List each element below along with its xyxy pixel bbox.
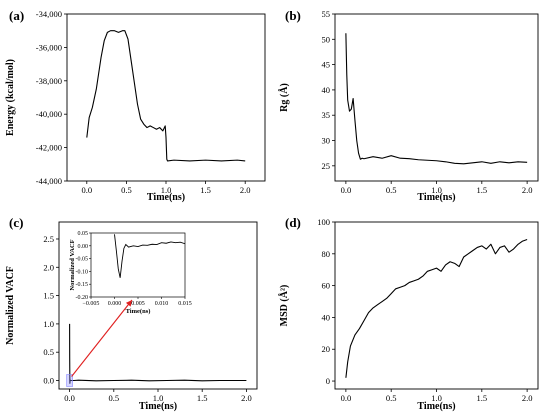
- inset-x-tick-label: −0.005: [83, 301, 100, 307]
- x-axis-title: Time(ns): [417, 192, 455, 203]
- y-tick-label: 2.5: [43, 234, 54, 244]
- x-tick-label: 2.0: [522, 185, 533, 195]
- x-tick-label: 0.5: [386, 393, 397, 403]
- plot-frame: [334, 13, 539, 182]
- inset-y-tick-label: -0.20: [76, 295, 89, 301]
- y-tick-label: 1.0: [43, 319, 54, 329]
- y-tick-label: 100: [317, 217, 330, 227]
- x-tick-label: 1.0: [431, 185, 442, 195]
- x-tick-label: 2.0: [240, 185, 251, 195]
- x-tick-label: 0.0: [341, 185, 352, 195]
- inset-y-tick-label: 0.05: [78, 231, 89, 237]
- series-line: [345, 238, 528, 378]
- inset-y-tick-label: -0.15: [76, 282, 89, 288]
- x-tick-label: 1.5: [197, 393, 208, 403]
- x-tick-label: 1.5: [200, 185, 211, 195]
- panel-label: (d): [285, 215, 301, 230]
- inset-x-tick-label: 0.015: [178, 301, 192, 307]
- panel-1: 0.0 0.5 1.0 1.5 2.0 -34,000 -36,000 -38,000 -40,…: [5, 8, 266, 203]
- x-tick-label: 1.0: [153, 393, 164, 403]
- inset-plot: −0.005 0.000 0.005 0.010 0.015 0.05 0.00 -0.05 -…: [69, 231, 192, 315]
- panel-label: (b): [285, 8, 301, 23]
- x-tick-label: 1.0: [161, 185, 172, 195]
- y-axis-title: Normalized VACF: [5, 266, 16, 345]
- y-tick-label: 80: [322, 249, 331, 259]
- x-tick-label: 0.5: [121, 185, 132, 195]
- zoom-arrow: [71, 299, 133, 377]
- y-tick-label: 40: [322, 312, 331, 322]
- y-tick-label: -42,000: [36, 143, 62, 153]
- y-tick-label: 40: [322, 85, 331, 95]
- inset-y-tick-label: -0.10: [76, 269, 89, 275]
- x-axis-title: Time(ns): [417, 401, 455, 412]
- plot-frame: [334, 221, 539, 390]
- series-line: [86, 30, 246, 162]
- y-tick-label: 2.0: [43, 262, 54, 272]
- y-tick-label: 0: [326, 376, 330, 386]
- panel-2: 0.0 0.5 1.0 1.5 2.0 25 30 35 40 45 50 55 Time(ns) Rg …: [278, 8, 539, 203]
- y-tick-label: -36,000: [36, 42, 62, 52]
- x-tick-label: 2.0: [522, 393, 533, 403]
- y-tick-label: 45: [322, 60, 331, 70]
- y-tick-label: 50: [322, 34, 331, 44]
- y-tick-label: 35: [322, 110, 331, 120]
- plot-frame: [66, 13, 266, 182]
- inset-y-tick-label: -0.05: [76, 257, 89, 263]
- inset-x-tick-label: 0.010: [155, 301, 169, 307]
- x-tick-label: 1.5: [477, 393, 488, 403]
- x-tick-label: 1.0: [431, 393, 442, 403]
- y-tick-label: -40,000: [36, 109, 62, 119]
- y-tick-label: 0.5: [43, 347, 54, 357]
- series-line: [69, 323, 247, 384]
- y-tick-label: 25: [322, 161, 331, 171]
- x-tick-label: 2.0: [241, 393, 252, 403]
- y-tick-label: 20: [322, 344, 331, 354]
- y-tick-label: -38,000: [36, 76, 62, 86]
- panel-label: (a): [9, 8, 24, 23]
- inset-x-title: Time(ns): [126, 308, 151, 315]
- x-axis-title: Time(ns): [139, 401, 177, 412]
- zoom-highlight-box: [66, 374, 73, 387]
- inset-y-title: Normalized VACF: [69, 239, 76, 290]
- x-tick-label: 0.0: [64, 393, 75, 403]
- y-tick-label: 60: [322, 281, 331, 291]
- y-tick-label: 55: [322, 9, 331, 19]
- y-axis-title: Rg (Å): [278, 83, 290, 112]
- x-tick-label: 0.5: [108, 393, 119, 403]
- panel-4: 0.0 0.5 1.0 1.5 2.0 0 20 40 60 80 100 Time(ns) MSD (…: [278, 215, 539, 412]
- y-tick-label: 30: [322, 136, 331, 146]
- y-tick-label: 0.0: [43, 376, 54, 386]
- y-axis-title: Energy (kcal/mol): [5, 59, 16, 136]
- inset-x-tick-label: 0.005: [131, 301, 145, 307]
- inset-x-tick-label: 0.000: [108, 301, 122, 307]
- zoom-arrow-head: [125, 300, 132, 307]
- inset-series-line: [114, 234, 186, 278]
- y-axis-title: MSD (Å²): [278, 285, 290, 327]
- inset-y-tick-label: 0.00: [78, 244, 89, 250]
- y-tick-label: -44,000: [36, 176, 62, 186]
- panel-label: (c): [9, 215, 23, 230]
- y-tick-label: -34,000: [36, 9, 62, 19]
- series-line: [345, 33, 528, 165]
- panel-3: 0.0 0.5 1.0 1.5 2.0 0.0 0.5 1.0 1.5 2.0 2.5 Time(ns…: [5, 215, 258, 412]
- x-axis-title: Time(ns): [147, 192, 185, 203]
- x-tick-label: 0.0: [81, 185, 92, 195]
- x-tick-label: 0.5: [386, 185, 397, 195]
- x-tick-label: 0.0: [341, 393, 352, 403]
- x-tick-label: 1.5: [477, 185, 488, 195]
- inset-frame: [90, 232, 186, 298]
- y-tick-label: 1.5: [43, 291, 54, 301]
